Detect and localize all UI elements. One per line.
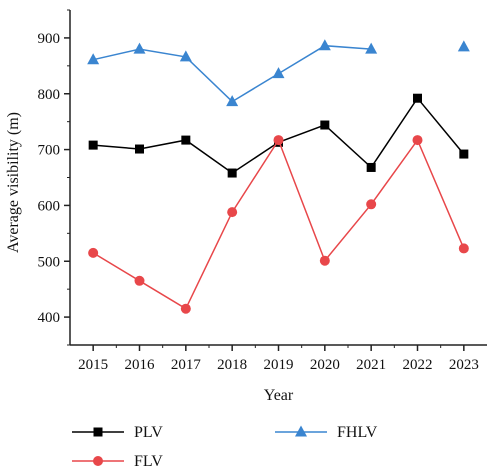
point-fhlv-2023 (457, 40, 470, 52)
point-plv-2023 (459, 149, 469, 159)
point-fhlv-2018 (226, 95, 239, 107)
point-flv-2017 (180, 303, 191, 314)
x-ticks: 2015 2016 2017 2018 2019 2020 2021 2022 2023 (78, 345, 479, 373)
x-tick-label-2018: 2018 (217, 357, 247, 373)
y-tick-label-600: 600 (38, 198, 61, 214)
y-axis-title: Average visibility (m) (5, 112, 22, 253)
legend-marker-flv (93, 456, 103, 466)
point-fhlv-2015 (87, 53, 100, 65)
x-tick-label-2015: 2015 (78, 357, 108, 373)
y-ticks: 400 500 600 700 800 900 (38, 9, 70, 346)
point-plv-2017 (181, 135, 191, 145)
point-flv-2021 (366, 199, 377, 210)
legend-item-fhlv: FHLV (275, 424, 378, 441)
y-tick-label-800: 800 (38, 87, 61, 103)
legend-label-fhlv: FHLV (337, 424, 378, 441)
point-flv-2015 (88, 247, 99, 258)
legend: PLV FLV FHLV (72, 424, 378, 469)
point-flv-2022 (412, 135, 423, 146)
x-tick-label-2022: 2022 (403, 357, 433, 373)
point-flv-2016 (134, 275, 145, 286)
legend-item-plv: PLV (72, 424, 163, 441)
legend-marker-fhlv (295, 425, 307, 437)
point-fhlv-2017 (179, 50, 192, 62)
y-tick-label-400: 400 (38, 310, 61, 326)
point-plv-2016 (135, 144, 144, 154)
point-plv-2021 (366, 162, 376, 172)
x-tick-label-2017: 2017 (171, 357, 202, 373)
series-fhlv (87, 39, 470, 107)
legend-label-plv: PLV (134, 424, 163, 441)
y-tick-label-700: 700 (38, 143, 61, 159)
axes (69, 10, 487, 346)
point-flv-2018 (227, 207, 238, 218)
legend-marker-plv (93, 427, 103, 437)
series (87, 39, 470, 314)
x-tick-label-2019: 2019 (264, 357, 294, 373)
x-tick-label-2023: 2023 (449, 357, 479, 373)
series-line-flv (92, 138, 465, 310)
legend-item-flv: FLV (72, 453, 163, 469)
y-tick-label-900: 900 (38, 31, 61, 47)
x-axis-title: Year (264, 387, 294, 404)
point-flv-2019 (273, 135, 284, 146)
x-tick-label-2020: 2020 (310, 357, 340, 373)
point-flv-2020 (319, 255, 330, 266)
point-plv-2022 (413, 93, 422, 103)
point-flv-2023 (458, 243, 469, 254)
point-fhlv-2020 (318, 39, 331, 51)
legend-label-flv: FLV (134, 453, 163, 469)
point-plv-2018 (227, 168, 237, 178)
point-fhlv-2021 (365, 42, 378, 54)
y-tick-label-500: 500 (38, 254, 61, 270)
point-fhlv-2019 (272, 67, 285, 79)
x-tick-label-2016: 2016 (125, 357, 156, 373)
point-plv-2015 (88, 140, 98, 150)
point-plv-2020 (320, 120, 330, 130)
point-fhlv-2016 (133, 42, 146, 54)
series-flv (88, 135, 469, 314)
x-tick-label-2021: 2021 (356, 357, 386, 373)
